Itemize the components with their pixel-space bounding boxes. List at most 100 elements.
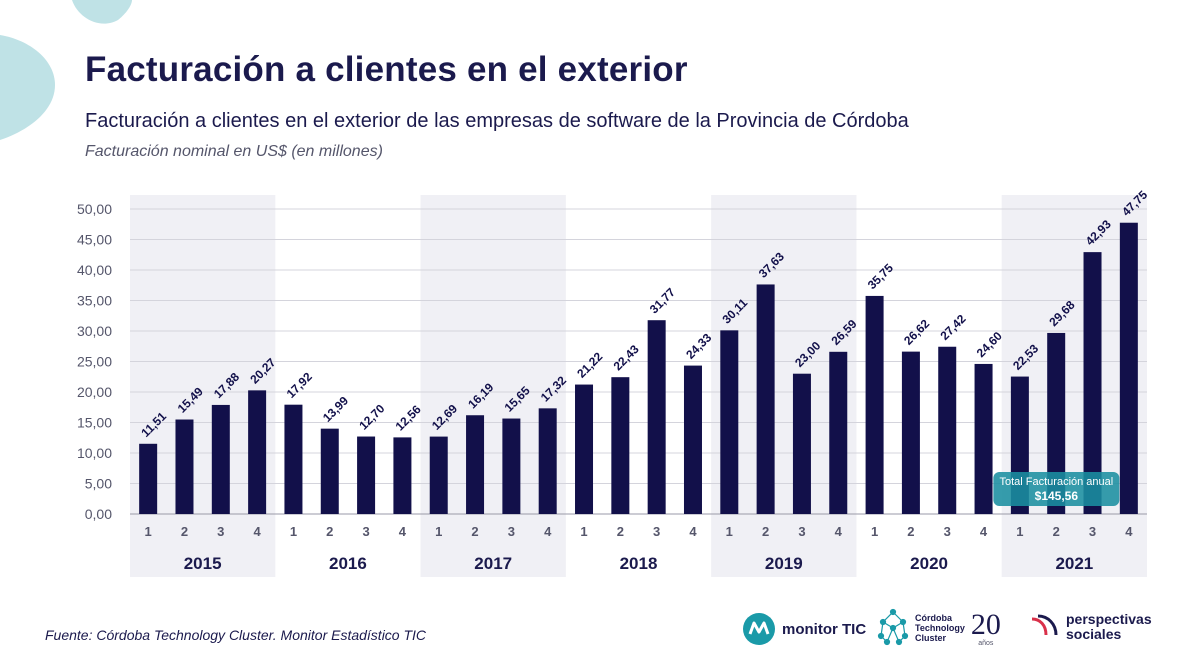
x-year-label: 2016: [329, 554, 367, 573]
logo-monitor-tic: monitor TIC: [742, 612, 866, 646]
y-tick-label: 45,00: [77, 232, 112, 248]
bar: [502, 418, 521, 514]
year-band-2017: [420, 195, 566, 577]
perspectivas-icon: [1031, 614, 1058, 636]
x-quarter-label: 1: [145, 524, 152, 539]
x-quarter-label: 4: [689, 524, 697, 539]
y-tick-label: 30,00: [77, 323, 112, 339]
x-quarter-label: 2: [326, 524, 333, 539]
y-tick-label: 25,00: [77, 354, 112, 370]
page-title: Facturación a clientes en el exterior: [85, 50, 688, 89]
bar: [1083, 252, 1102, 514]
cluster-network-icon: [877, 608, 909, 646]
decor-blob-top: [72, 0, 132, 24]
bar: [466, 415, 485, 514]
y-tick-label: 20,00: [77, 384, 112, 400]
bar: [175, 419, 194, 514]
bar: [357, 436, 376, 514]
monitor-tic-icon: [743, 613, 775, 645]
x-quarter-label: 3: [217, 524, 224, 539]
x-quarter-label: 1: [871, 524, 878, 539]
bar-value-label: 22,43: [611, 342, 642, 373]
x-quarter-label: 2: [762, 524, 769, 539]
x-quarter-label: 4: [254, 524, 262, 539]
bar: [429, 436, 448, 514]
bar: [683, 365, 702, 514]
cluster-text-line-2: Technology: [915, 623, 965, 633]
bar: [1119, 222, 1138, 514]
perspectivas-text-line-2: sociales: [1066, 626, 1122, 642]
anniversary-badge: 20 años: [970, 607, 1001, 647]
cluster-text: Córdoba Technology Cluster: [915, 613, 965, 643]
x-quarter-label: 1: [580, 524, 587, 539]
x-year-label: 2015: [184, 554, 222, 573]
x-quarter-label: 4: [399, 524, 407, 539]
bar: [248, 390, 267, 514]
x-year-label: 2019: [765, 554, 803, 573]
bar-value-label: 21,22: [574, 349, 605, 380]
x-quarter-label: 1: [435, 524, 442, 539]
x-quarter-label: 2: [617, 524, 624, 539]
bar-value-label: 12,56: [393, 402, 424, 433]
x-quarter-label: 3: [944, 524, 951, 539]
y-tick-label: 10,00: [77, 445, 112, 461]
bar: [720, 330, 739, 514]
unit-note: Facturación nominal en US$ (en millones): [85, 143, 383, 160]
annual-total-value: $145,56: [1035, 489, 1079, 503]
bar: [756, 284, 775, 514]
bar: [792, 373, 811, 514]
x-quarter-label: 2: [471, 524, 478, 539]
bar-value-label: 35,75: [865, 261, 896, 292]
x-quarter-label: 4: [980, 524, 988, 539]
x-quarter-label: 3: [508, 524, 515, 539]
bar-value-label: 12,70: [356, 401, 387, 432]
bar: [938, 346, 957, 514]
bar-value-label: 27,42: [937, 311, 968, 342]
bar: [829, 351, 848, 514]
monitor-tic-text: monitor TIC: [782, 620, 867, 638]
bar: [139, 443, 158, 514]
bar-value-label: 13,99: [320, 393, 351, 424]
x-quarter-label: 3: [653, 524, 660, 539]
bar: [974, 363, 993, 514]
cluster-text-line-3: Cluster: [915, 633, 947, 643]
perspectivas-text: perspectivas sociales: [1066, 612, 1152, 642]
x-quarter-label: 3: [1089, 524, 1096, 539]
year-band-2015: [130, 195, 276, 577]
x-quarter-label: 4: [544, 524, 552, 539]
bar-value-label: 17,92: [284, 369, 315, 400]
x-quarter-label: 1: [1016, 524, 1023, 539]
x-quarter-label: 4: [835, 524, 843, 539]
bar-value-label: 26,62: [901, 316, 932, 347]
x-quarter-label: 4: [1125, 524, 1133, 539]
x-year-label: 2017: [474, 554, 512, 573]
bar: [211, 404, 230, 514]
anniversary-sub: años: [978, 639, 994, 647]
bar: [538, 408, 557, 514]
x-quarter-label: 3: [362, 524, 369, 539]
annual-total-label: Total Facturación anual: [999, 476, 1113, 488]
y-tick-label: 50,00: [77, 201, 112, 217]
x-year-label: 2018: [620, 554, 658, 573]
x-year-label: 2020: [910, 554, 948, 573]
y-tick-label: 35,00: [77, 293, 112, 309]
bar: [575, 384, 594, 514]
bar: [1047, 332, 1066, 514]
x-quarter-label: 2: [181, 524, 188, 539]
x-quarter-label: 2: [1053, 524, 1060, 539]
bar: [901, 351, 920, 514]
x-quarter-label: 3: [798, 524, 805, 539]
x-quarter-label: 2: [907, 524, 914, 539]
anniversary-number: 20: [970, 607, 1001, 641]
bar-value-label: 24,60: [974, 329, 1005, 360]
bar-chart: 0,00 5,00 10,00 15,00 20,00 25,00 30,00 35,00 40…: [77, 187, 1150, 577]
bar: [865, 295, 884, 514]
bar: [647, 320, 666, 514]
chart-subtitle: Facturación a clientes en el exterior de…: [85, 110, 909, 132]
bar: [393, 437, 412, 514]
source-note: Fuente: Córdoba Technology Cluster. Moni…: [45, 627, 427, 643]
bar-value-label: 24,33: [683, 330, 714, 361]
y-tick-label: 15,00: [77, 415, 112, 431]
y-tick-label: 5,00: [85, 476, 112, 492]
bar: [320, 428, 339, 514]
